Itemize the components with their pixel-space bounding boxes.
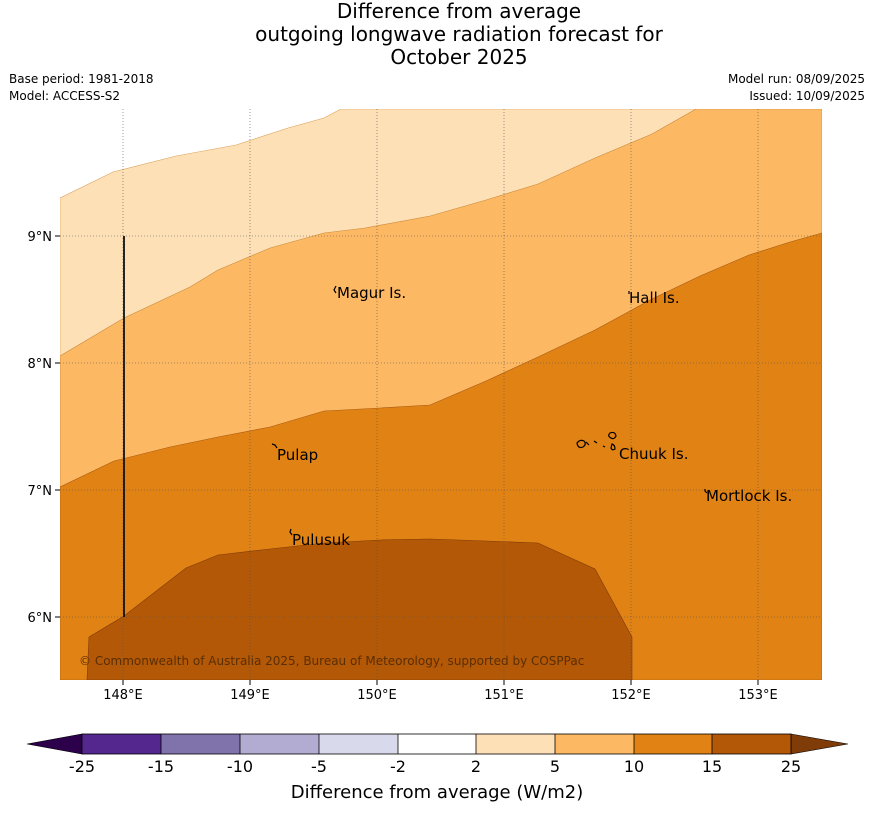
chart-title: Difference from average outgoing longwav… [0,0,873,69]
colorbar-label: Difference from average (W/m2) [291,782,583,803]
axis-tick-labels: 148°E 149°E 150°E 151°E 152°E 153°E 9°N … [28,230,778,703]
place-label-mortlock: Mortlock Is. [706,487,792,505]
colorbar-tick-9: 15 [702,757,722,776]
island-mortlock [704,489,708,494]
model-run-text: Model run: 08/09/2025 [727,72,865,86]
colorbar-over-arrow [790,733,849,755]
colorbar-tick-4: -5 [311,757,327,776]
colorbar-segment-2 [161,734,240,754]
place-label-chuuk: Chuuk Is. [619,445,688,463]
ytick-label-7: 7°N [28,484,53,499]
colorbar: -25 -15 -10 -5 -2 2 5 10 15 25 Differenc… [26,733,849,803]
colorbar-tick-7: 5 [550,757,560,776]
colorbar-segment-4 [319,734,398,754]
ytick-label-9: 9°N [28,230,53,245]
colorbar-outline [81,733,792,755]
colorbar-segment-7 [555,734,634,754]
colorbar-tick-2: -15 [148,757,174,776]
colorbar-tick-5: -2 [390,757,406,776]
gridlines [60,109,822,680]
place-label-pulusuk: Pulusuk [292,531,350,549]
xtick-label-153: 153°E [738,688,778,703]
title-line-3: October 2025 [390,45,528,69]
xtick-label-150: 150°E [357,688,397,703]
contour-fills [60,109,822,680]
island-magur [333,285,337,294]
colorbar-segment-1 [82,734,161,754]
xtick-label-152: 152°E [611,688,651,703]
island-pulap [271,443,278,449]
title-line-2: outgoing longwave radiation forecast for [255,22,663,46]
place-label-pulap: Pulap [277,446,318,464]
axis-tick-marks [55,235,759,685]
islands [271,285,708,536]
colorbar-segment-9 [712,734,791,754]
xtick-label-149: 149°E [230,688,270,703]
colorbar-segment-3 [240,734,319,754]
island-pulusuk [289,528,293,536]
colorbar-under-arrow [26,733,83,755]
colorbar-tick-1: -25 [69,757,95,776]
colorbar-tick-6: 2 [471,757,481,776]
ytick-label-6: 6°N [28,611,53,626]
colorbar-segment-5 [398,734,476,754]
colorbar-segment-6 [476,734,555,754]
base-period-text: Base period: 1981-2018 [9,72,154,86]
ytick-label-8: 8°N [28,357,53,372]
colorbar-tick-10: 25 [781,757,801,776]
colorbar-tick-8: 10 [624,757,644,776]
place-label-hall: Hall Is. [629,289,680,307]
colorbar-tick-3: -10 [227,757,253,776]
island-chuuk-lagoon [576,431,617,451]
title-line-1: Difference from average [336,0,582,23]
xtick-label-151: 151°E [484,688,524,703]
place-label-magur: Magur Is. [337,284,406,302]
meta-right: Model run: 08/09/2025 Issued: 10/09/2025 [728,71,865,105]
issued-text: Issued: 10/09/2025 [749,89,865,103]
meta-left: Base period: 1981-2018 Model: ACCESS-S2 [9,71,154,105]
band-15-25 [86,538,633,680]
copyright-text: © Commonwealth of Australia 2025, Bureau… [79,654,584,668]
colorbar-segment-8 [634,734,712,754]
place-labels: Magur Is. Hall Is. Pulap Chuuk Is. Mortl… [277,284,792,549]
xtick-label-148: 148°E [103,688,143,703]
model-text: Model: ACCESS-S2 [9,89,121,103]
